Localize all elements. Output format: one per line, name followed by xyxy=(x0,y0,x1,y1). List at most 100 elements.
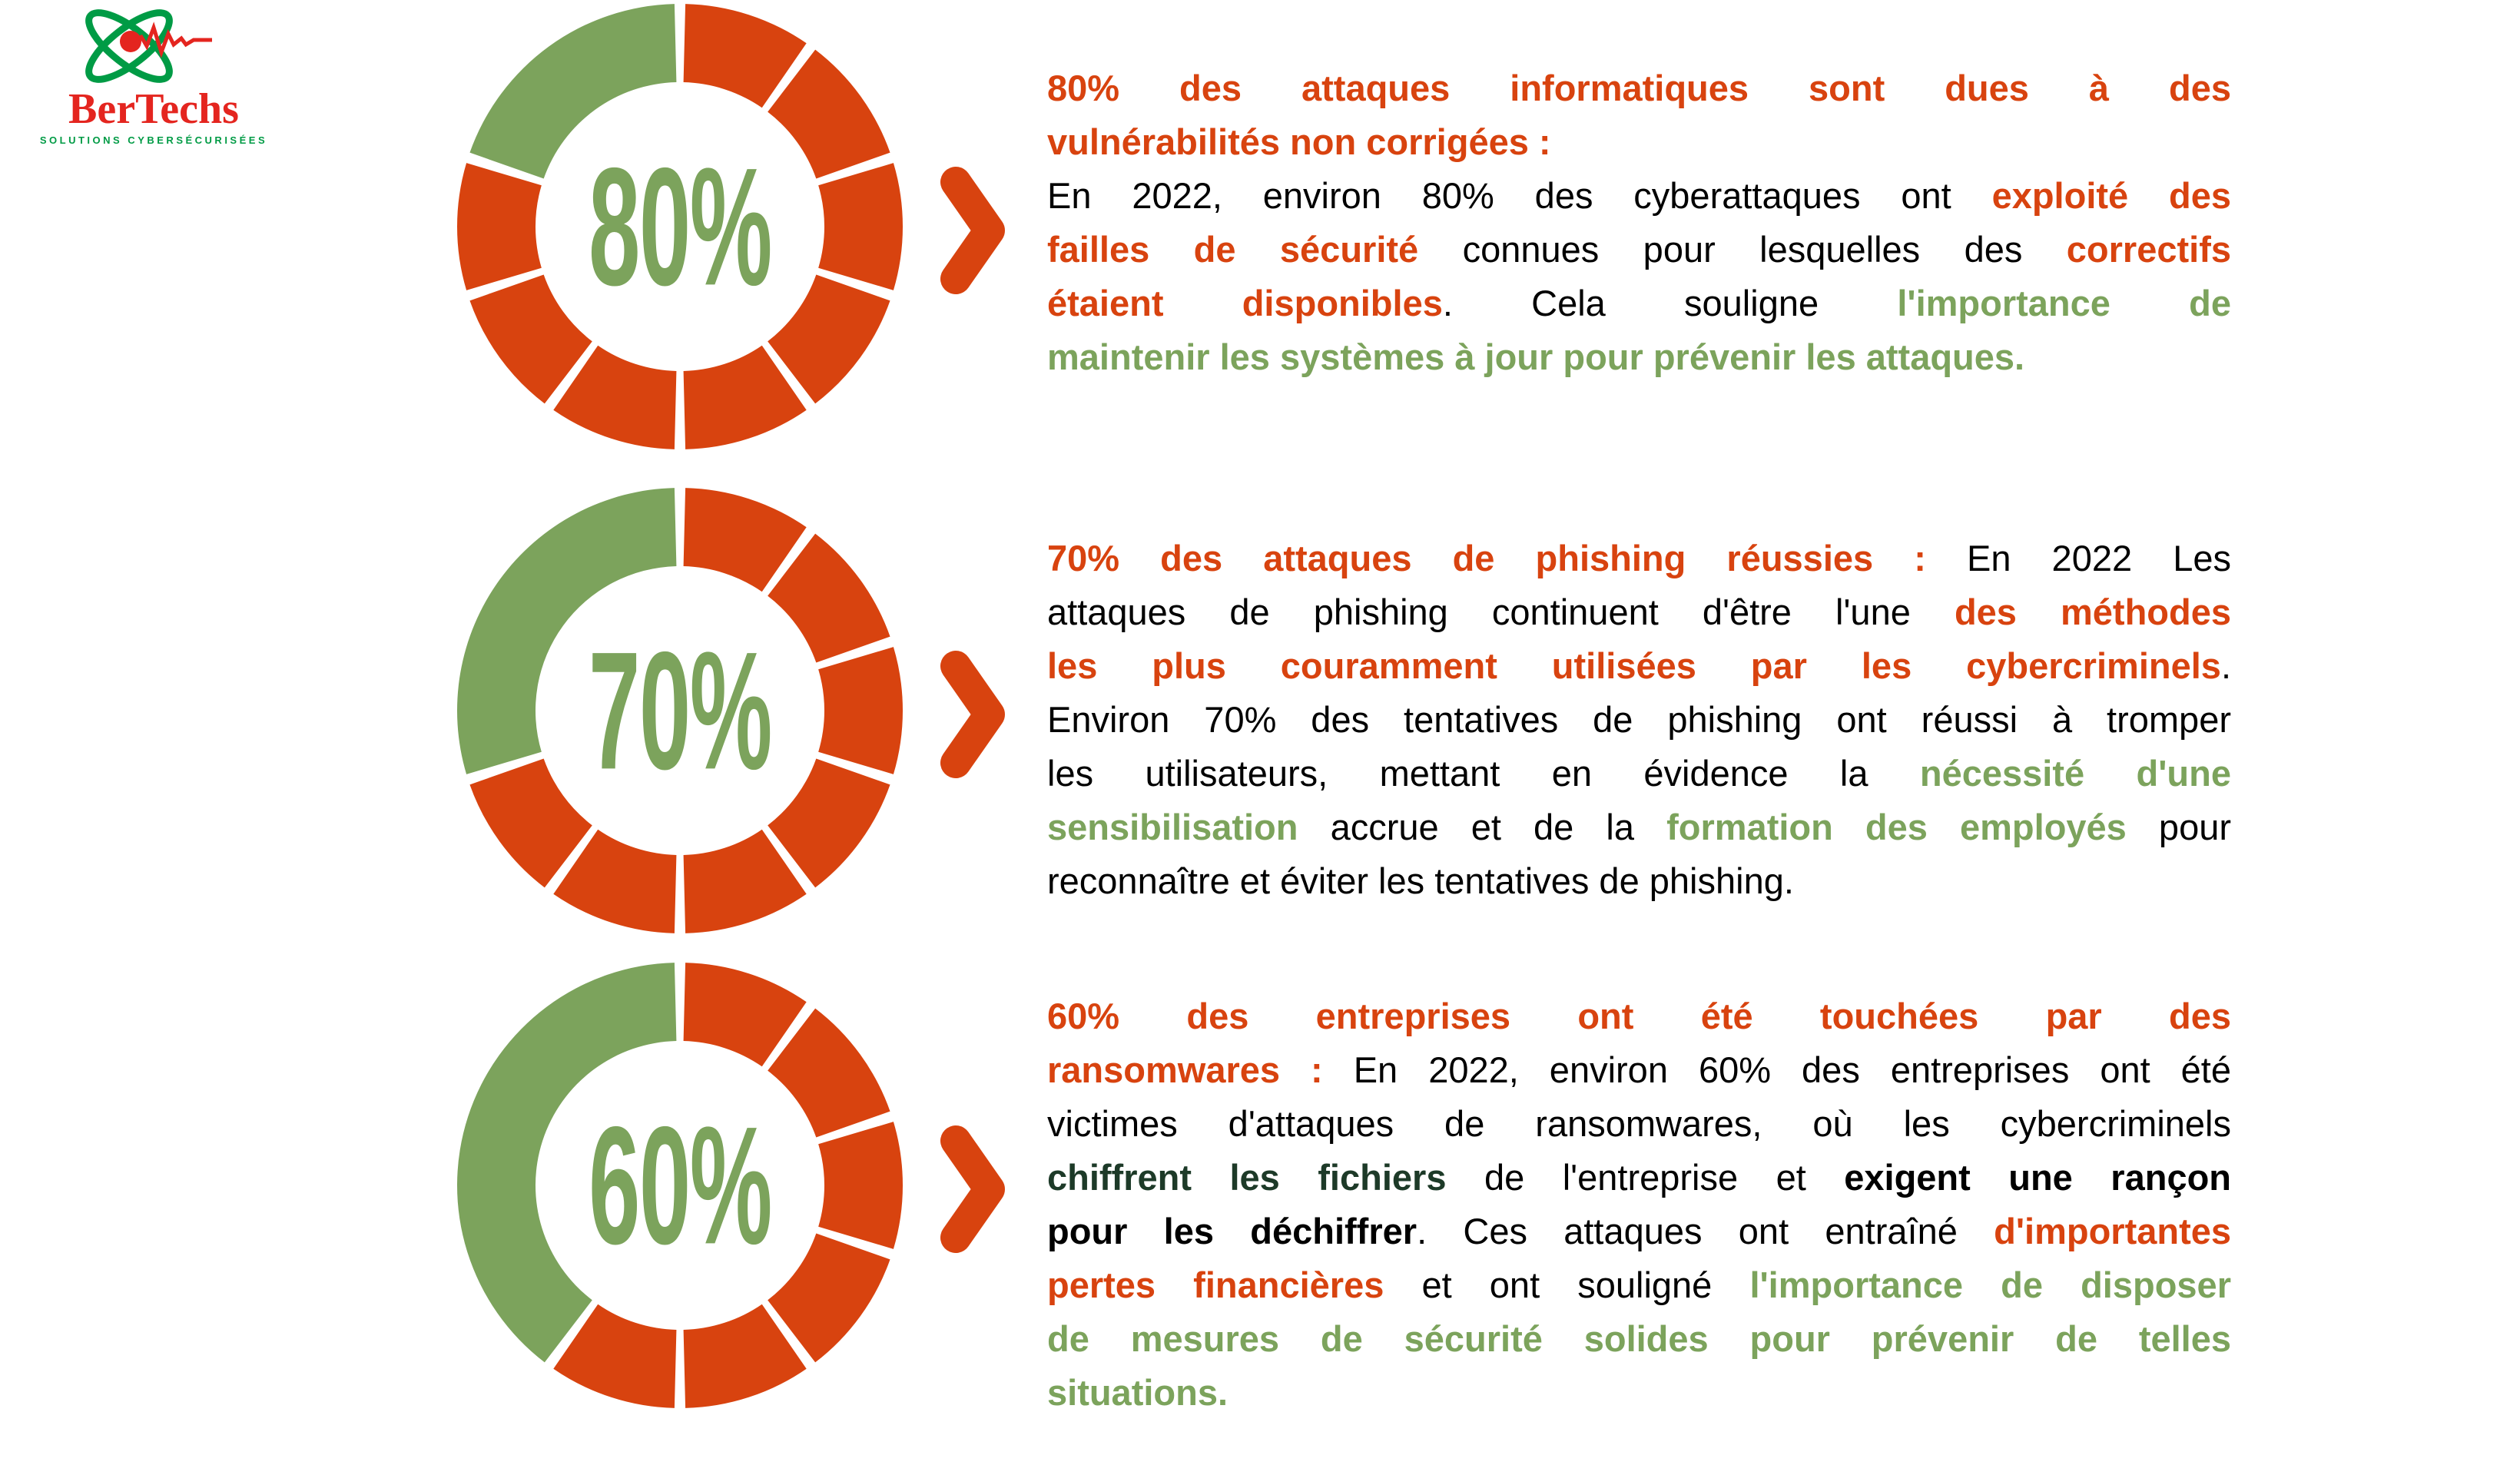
donut-segment-red xyxy=(683,4,807,108)
text-line: sensibilisation accrue et de la formatio… xyxy=(1047,800,2231,854)
text-span: victimes d'attaques de ransomwares, où l… xyxy=(1047,1103,2231,1144)
text-span: En 2022 Les xyxy=(1966,538,2231,578)
text-line: vulnérabilités non corrigées : xyxy=(1047,115,2231,169)
text-line: étaient disponibles. Cela souligne l'imp… xyxy=(1047,277,2231,330)
text-line: chiffrent les fichiers de l'entreprise e… xyxy=(1047,1151,2231,1205)
text-line: En 2022, environ 80% des cyberattaques o… xyxy=(1047,169,2231,223)
text-line: les plus couramment utilisées par les cy… xyxy=(1047,639,2231,693)
donut-segment-red xyxy=(768,1008,890,1138)
text-span: les plus couramment utilisées par les cy… xyxy=(1047,645,2221,686)
donut-segment-red xyxy=(768,533,890,663)
donut-segment-green xyxy=(457,488,677,774)
text-span: En 2022, environ 60% des entreprises ont… xyxy=(1353,1049,2231,1090)
donut-chart-70: 70% xyxy=(457,488,903,933)
text-line: 80% des attaques informatiques sont dues… xyxy=(1047,61,2231,115)
text-line: reconnaître et éviter les tentatives de … xyxy=(1047,854,2231,908)
donut-chart-svg xyxy=(457,488,903,933)
text-span: 80% des attaques informatiques sont dues… xyxy=(1047,68,2231,108)
donut-chart-60: 60% xyxy=(457,963,903,1408)
logo-tagline: SOLUTIONS CYBERSÉCURISÉES xyxy=(39,134,268,146)
text-span: des méthodes xyxy=(1954,592,2231,632)
text-line: de mesures de sécurité solides pour prév… xyxy=(1047,1312,2231,1366)
text-span: maintenir les systèmes à jour pour préve… xyxy=(1047,336,2025,377)
text-span: correctifs xyxy=(2066,229,2231,270)
logo-wordmark: BerTechs xyxy=(68,85,239,133)
text-line: les utilisateurs, mettant en évidence la… xyxy=(1047,747,2231,800)
donut-segment-green xyxy=(457,963,677,1363)
donut-percent-label: 60% xyxy=(589,1091,772,1279)
text-line: situations. xyxy=(1047,1366,2231,1420)
donut-segment-red xyxy=(768,49,890,179)
stat-text-80: 80% des attaques informatiques sont dues… xyxy=(1047,61,2231,384)
text-span: 60% des entreprises ont été touchées par… xyxy=(1047,996,2231,1036)
donut-segment-red xyxy=(818,1122,903,1249)
text-span: sensibilisation xyxy=(1047,807,1298,847)
text-line: maintenir les systèmes à jour pour préve… xyxy=(1047,330,2231,384)
text-span: de l'entreprise et xyxy=(1446,1157,1845,1198)
donut-segment-red xyxy=(457,163,542,290)
donut-segment-red xyxy=(768,274,890,404)
donut-segment-red xyxy=(768,758,890,888)
text-span: vulnérabilités non corrigées : xyxy=(1047,121,1551,162)
text-span: exigent une rançon xyxy=(1844,1157,2231,1198)
donut-segment-green xyxy=(469,4,677,179)
chevron-right-icon xyxy=(940,1125,1005,1253)
chevron-right-icon xyxy=(940,167,1005,294)
donut-segment-red xyxy=(553,829,677,933)
text-line: 60% des entreprises ont été touchées par… xyxy=(1047,989,2231,1043)
donut-segment-red xyxy=(818,647,903,774)
text-line: pertes financières et ont souligné l'imp… xyxy=(1047,1258,2231,1312)
donut-segment-red xyxy=(683,345,807,449)
text-span: chiffrent les fichiers xyxy=(1047,1157,1447,1198)
donut-segment-red xyxy=(553,345,677,449)
text-span: l'importance de disposer xyxy=(1749,1265,2231,1305)
text-span: accrue et de la xyxy=(1298,807,1667,847)
donut-chart-svg xyxy=(457,963,903,1408)
text-span: étaient disponibles xyxy=(1047,283,1443,323)
text-span: Environ 70% des tentatives de phishing o… xyxy=(1047,699,2231,740)
text-span: 70% des attaques de phishing réussies : xyxy=(1047,538,1967,578)
text-span: ransomwares : xyxy=(1047,1049,1354,1090)
donut-segment-red xyxy=(683,1304,807,1408)
text-span: nécessité d'une xyxy=(1919,753,2231,794)
donut-segment-red xyxy=(683,963,807,1067)
donut-segment-red xyxy=(683,829,807,933)
text-span: . Ces attaques ont entraîné xyxy=(1417,1211,1994,1251)
text-span: failles de sécurité xyxy=(1047,229,1419,270)
donut-segment-red xyxy=(818,163,903,290)
bertechs-logo: BerTechs SOLUTIONS CYBERSÉCURISÉES xyxy=(31,6,277,146)
infographic-canvas: BerTechs SOLUTIONS CYBERSÉCURISÉES 80% 7… xyxy=(31,4,2231,1420)
stat-text-70: 70% des attaques de phishing réussies : … xyxy=(1047,532,2231,908)
donut-percent-label: 70% xyxy=(589,616,772,804)
donut-chart-svg xyxy=(457,4,903,449)
text-span: reconnaître et éviter les tentatives de … xyxy=(1047,860,1794,901)
donut-segment-red xyxy=(768,1233,890,1363)
text-line: 70% des attaques de phishing réussies : … xyxy=(1047,532,2231,585)
text-span: d'importantes xyxy=(1994,1211,2231,1251)
text-line: pour les déchiffrer. Ces attaques ont en… xyxy=(1047,1205,2231,1258)
text-span: . xyxy=(2220,645,2231,686)
chevron-right-icon xyxy=(940,651,1005,778)
text-span: En 2022, environ 80% des cyberattaques o… xyxy=(1047,175,1992,216)
text-line: ransomwares : En 2022, environ 60% des e… xyxy=(1047,1043,2231,1097)
text-span: et ont souligné xyxy=(1384,1265,1750,1305)
text-span: pour les déchiffrer xyxy=(1047,1211,1418,1251)
text-span: de mesures de sécurité solides pour prév… xyxy=(1047,1318,2231,1359)
donut-segment-red xyxy=(683,488,807,592)
text-span: . Cela souligne xyxy=(1442,283,1898,323)
donut-percent-label: 80% xyxy=(589,132,772,320)
text-span: l'importance de xyxy=(1897,283,2231,323)
text-span: connues pour lesquelles des xyxy=(1418,229,2067,270)
text-span: formation des employés xyxy=(1666,807,2127,847)
atom-heartbeat-icon xyxy=(85,9,212,83)
text-span: situations. xyxy=(1047,1372,1228,1413)
text-line: failles de sécurité connues pour lesquel… xyxy=(1047,223,2231,277)
text-span: les utilisateurs, mettant en évidence la xyxy=(1047,753,1920,794)
donut-segment-red xyxy=(469,274,592,404)
donut-segment-red xyxy=(469,758,592,888)
text-line: attaques de phishing continuent d'être l… xyxy=(1047,585,2231,639)
text-line: Environ 70% des tentatives de phishing o… xyxy=(1047,693,2231,747)
text-span: pour xyxy=(2126,807,2231,847)
stat-text-60: 60% des entreprises ont été touchées par… xyxy=(1047,989,2231,1420)
donut-chart-80: 80% xyxy=(457,4,903,449)
